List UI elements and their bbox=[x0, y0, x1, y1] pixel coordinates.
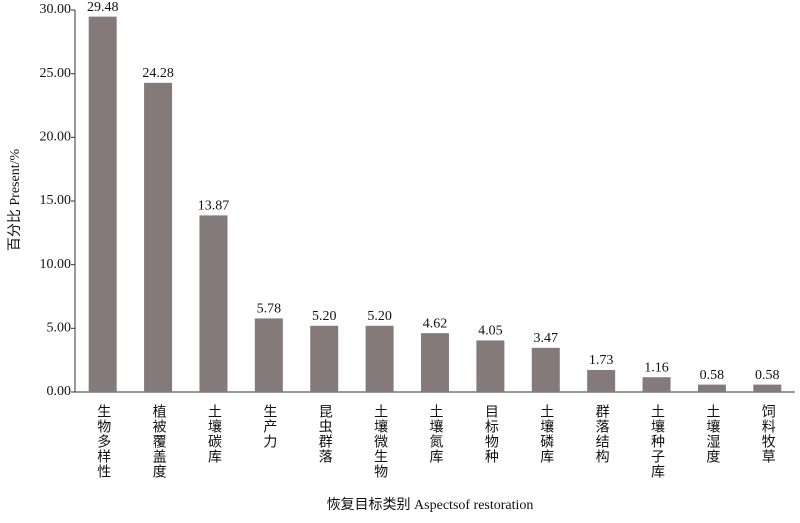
y-tick-label: 10.00 bbox=[40, 257, 72, 272]
x-tick-label: 土壤氮库 bbox=[428, 404, 444, 464]
bar bbox=[310, 325, 339, 392]
bar bbox=[421, 333, 449, 392]
value-label: 24.28 bbox=[142, 66, 174, 81]
x-tick-label: 目标物种 bbox=[483, 404, 499, 464]
x-tick-label: 土壤湿度 bbox=[704, 404, 720, 464]
value-label: 3.47 bbox=[534, 331, 559, 346]
value-label: 29.48 bbox=[87, 0, 119, 15]
value-label: 5.78 bbox=[257, 302, 282, 317]
bar bbox=[88, 16, 117, 392]
bar bbox=[144, 82, 173, 393]
x-tick-label: 土壤碳库 bbox=[206, 404, 222, 464]
y-tick-label: 15.00 bbox=[40, 193, 72, 208]
value-label: 1.73 bbox=[589, 353, 614, 368]
value-label: 0.58 bbox=[755, 368, 780, 383]
bar bbox=[587, 369, 616, 392]
value-label: 0.58 bbox=[700, 368, 725, 383]
value-label: 4.05 bbox=[478, 324, 503, 339]
bar bbox=[642, 377, 671, 392]
bar bbox=[753, 384, 782, 392]
bar bbox=[254, 318, 283, 392]
x-tick-label: 植被覆盖度 bbox=[151, 404, 167, 479]
x-tick-label: 昆虫群落 bbox=[317, 404, 333, 464]
x-tick-label: 生产力 bbox=[261, 404, 277, 449]
x-tick-label: 群落结构 bbox=[594, 404, 610, 464]
y-tick-label: 30.00 bbox=[40, 2, 72, 17]
value-label: 4.62 bbox=[423, 316, 448, 331]
y-tick-label: 20.00 bbox=[40, 130, 72, 145]
x-tick-label: 土壤种子库 bbox=[649, 404, 665, 479]
bar bbox=[476, 340, 505, 392]
x-tick-label: 土壤微生物 bbox=[372, 404, 388, 479]
bar bbox=[199, 215, 228, 392]
x-tick-label: 饲料牧草 bbox=[760, 404, 776, 464]
x-tick-label: 土壤磷库 bbox=[538, 404, 554, 464]
y-tick-label: 0.00 bbox=[47, 384, 72, 399]
value-label: 5.20 bbox=[312, 309, 337, 324]
x-axis-label: 恢复目标类别 Aspectsof restoration bbox=[327, 496, 534, 513]
value-label: 5.20 bbox=[367, 309, 392, 324]
bar bbox=[365, 325, 394, 392]
bar bbox=[697, 384, 726, 392]
value-label: 13.87 bbox=[198, 199, 230, 214]
y-axis-label: 百分比 Present/% bbox=[7, 149, 23, 252]
bar bbox=[531, 347, 560, 392]
y-tick-label: 25.00 bbox=[40, 66, 72, 81]
value-label: 1.16 bbox=[644, 360, 669, 375]
y-tick-label: 5.00 bbox=[47, 321, 72, 336]
x-tick-label: 生物多样性 bbox=[95, 404, 111, 479]
